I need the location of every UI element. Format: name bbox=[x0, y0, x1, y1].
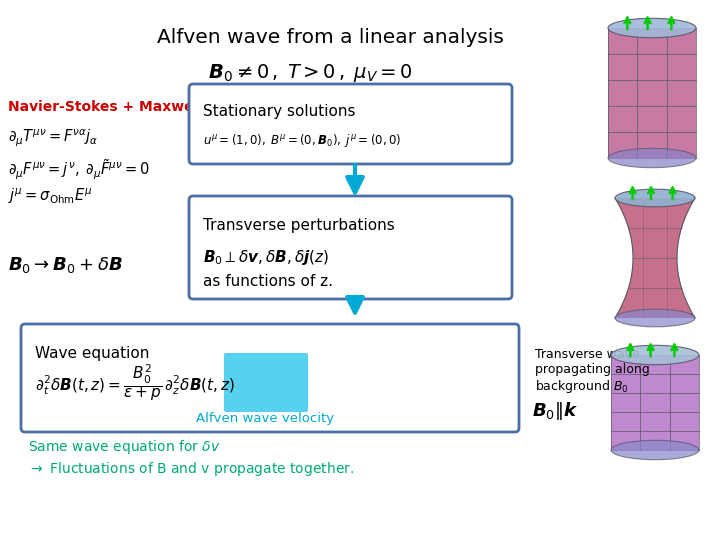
FancyBboxPatch shape bbox=[189, 84, 512, 164]
Ellipse shape bbox=[608, 148, 696, 168]
Text: $j^\mu = \sigma_{\mathrm{Ohm}} E^\mu$: $j^\mu = \sigma_{\mathrm{Ohm}} E^\mu$ bbox=[8, 186, 92, 206]
FancyBboxPatch shape bbox=[224, 353, 308, 412]
Text: $\boldsymbol{B}_0 \perp \delta\boldsymbol{v},\delta\boldsymbol{B},\delta\boldsym: $\boldsymbol{B}_0 \perp \delta\boldsymbo… bbox=[203, 248, 330, 267]
Bar bbox=[608, 28, 696, 158]
Text: Wave equation: Wave equation bbox=[35, 346, 149, 361]
Text: $\boldsymbol{B}_0 \to \boldsymbol{B}_0 + \delta\boldsymbol{B}$: $\boldsymbol{B}_0 \to \boldsymbol{B}_0 +… bbox=[8, 255, 122, 275]
Text: Stationary solutions: Stationary solutions bbox=[203, 104, 356, 119]
FancyBboxPatch shape bbox=[189, 196, 512, 299]
Text: $\boldsymbol{B}_0 \neq 0\,,\; T>0\,,\; \mu_V=0$: $\boldsymbol{B}_0 \neq 0\,,\; T>0\,,\; \… bbox=[207, 62, 413, 84]
Ellipse shape bbox=[611, 440, 699, 460]
Text: Navier-Stokes + Maxwell eqs.: Navier-Stokes + Maxwell eqs. bbox=[8, 100, 240, 114]
Text: $\partial_\mu F^{\mu\nu} = j^\nu,\; \partial_\mu \tilde{F}^{\mu\nu} = 0$: $\partial_\mu F^{\mu\nu} = j^\nu,\; \par… bbox=[8, 158, 150, 183]
Text: $\rightarrow$ Fluctuations of B and v propagate together.: $\rightarrow$ Fluctuations of B and v pr… bbox=[28, 460, 354, 478]
Text: $\partial_t^2 \delta\boldsymbol{B}(t,z) = \dfrac{B_0^2}{\epsilon+p}\,\partial_z^: $\partial_t^2 \delta\boldsymbol{B}(t,z) … bbox=[35, 362, 235, 403]
Text: Transverse wave
propagating along
background $B_0$: Transverse wave propagating along backgr… bbox=[535, 348, 649, 395]
FancyBboxPatch shape bbox=[21, 324, 519, 432]
Text: $\partial_\mu T^{\mu\nu} = F^{\nu\alpha} j_\alpha$: $\partial_\mu T^{\mu\nu} = F^{\nu\alpha}… bbox=[8, 128, 99, 149]
Text: Transverse perturbations: Transverse perturbations bbox=[203, 218, 395, 233]
Ellipse shape bbox=[615, 309, 695, 327]
Bar bbox=[611, 355, 699, 450]
Text: Same wave equation for $\delta v$: Same wave equation for $\delta v$ bbox=[28, 438, 221, 456]
Ellipse shape bbox=[615, 189, 695, 207]
Text: $u^\mu=(1,0),\; B^\mu=(0,\boldsymbol{B}_0),\; j^\mu=(0,0)$: $u^\mu=(1,0),\; B^\mu=(0,\boldsymbol{B}_… bbox=[203, 132, 401, 149]
Ellipse shape bbox=[608, 18, 696, 38]
Text: $\boldsymbol{B}_0 \| \boldsymbol{k}$: $\boldsymbol{B}_0 \| \boldsymbol{k}$ bbox=[532, 400, 578, 422]
Text: Alfven wave velocity: Alfven wave velocity bbox=[196, 412, 334, 425]
Text: as functions of z.: as functions of z. bbox=[203, 274, 333, 289]
Polygon shape bbox=[615, 198, 695, 318]
Ellipse shape bbox=[611, 345, 699, 364]
Text: Alfven wave from a linear analysis: Alfven wave from a linear analysis bbox=[156, 28, 503, 47]
